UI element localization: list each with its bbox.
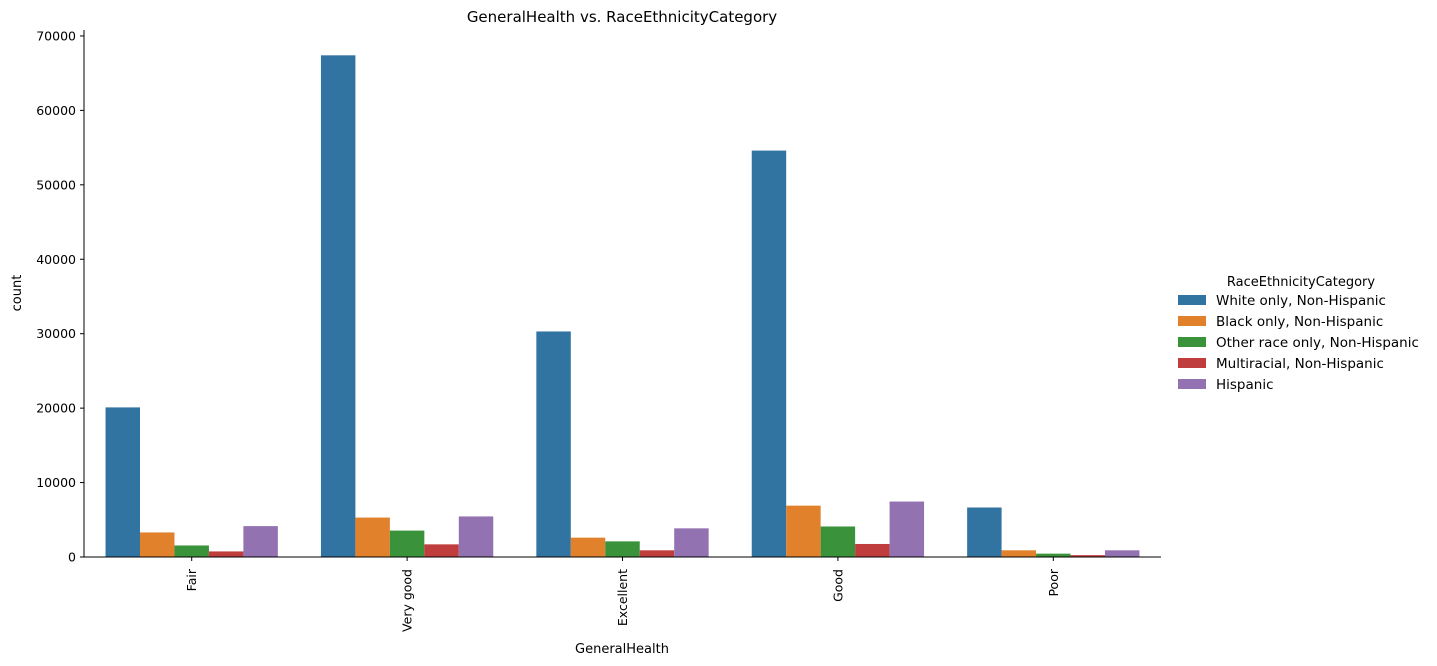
chart-title: GeneralHealth vs. RaceEthnicityCategory [467,8,777,26]
y-tick-label: 50000 [36,177,76,192]
bar [786,505,821,557]
x-axis-label: GeneralHealth [575,642,669,657]
legend-label: White only, Non-Hispanic [1216,293,1386,309]
bar [570,537,606,557]
bar [855,543,890,557]
x-tick-label: Fair [184,568,199,591]
bar [967,507,1002,557]
bar [105,407,140,557]
bar [639,550,675,557]
y-tick-label: 30000 [36,326,76,341]
bar [389,530,425,557]
x-tick-label: Poor [1046,568,1061,596]
legend-label: Multiracial, Non-Hispanic [1216,356,1384,372]
x-tick-label: Excellent [615,569,630,626]
bar [820,526,856,557]
y-tick-label: 40000 [36,252,76,267]
y-tick-label: 20000 [36,401,76,416]
bar [208,551,244,557]
bar [1001,550,1037,557]
legend-title: RaceEthnicityCategory [1227,275,1375,290]
legend-swatch [1178,358,1206,368]
y-tick-label: 0 [68,550,76,565]
x-axis-ticks: Fair Very good Excellent Good Poor [184,557,1061,632]
bar [536,331,571,557]
bar [674,528,709,557]
legend-swatch [1178,337,1206,347]
bar [424,544,459,557]
bar [174,545,209,557]
legend: RaceEthnicityCategory White only, Non-Hi… [1178,275,1419,393]
y-tick-label: 10000 [36,475,76,490]
legend-swatch [1178,295,1206,305]
legend-swatch [1178,316,1206,326]
y-tick-label: 60000 [36,103,76,118]
bar [243,526,278,557]
legend-label: Other race only, Non-Hispanic [1216,335,1419,351]
bar [889,501,925,557]
y-axis-ticks: 0 10000 20000 30000 40000 50000 60000 70000 [36,28,84,565]
bar [1105,550,1140,557]
x-tick-label: Very good [400,569,415,632]
y-tick-label: 70000 [36,28,76,43]
bar [605,541,640,557]
legend-swatch [1178,379,1206,389]
bar [355,517,390,557]
legend-label: Black only, Non-Hispanic [1216,314,1383,330]
legend-label: Hispanic [1216,377,1274,393]
x-tick-label: Good [830,569,845,602]
bar [1070,555,1105,557]
plot-area [105,55,1140,558]
bar [751,150,787,557]
bar [140,532,175,557]
bar [458,516,494,557]
bar [1036,553,1071,557]
bar [320,55,356,558]
y-axis-label: count [10,275,25,312]
